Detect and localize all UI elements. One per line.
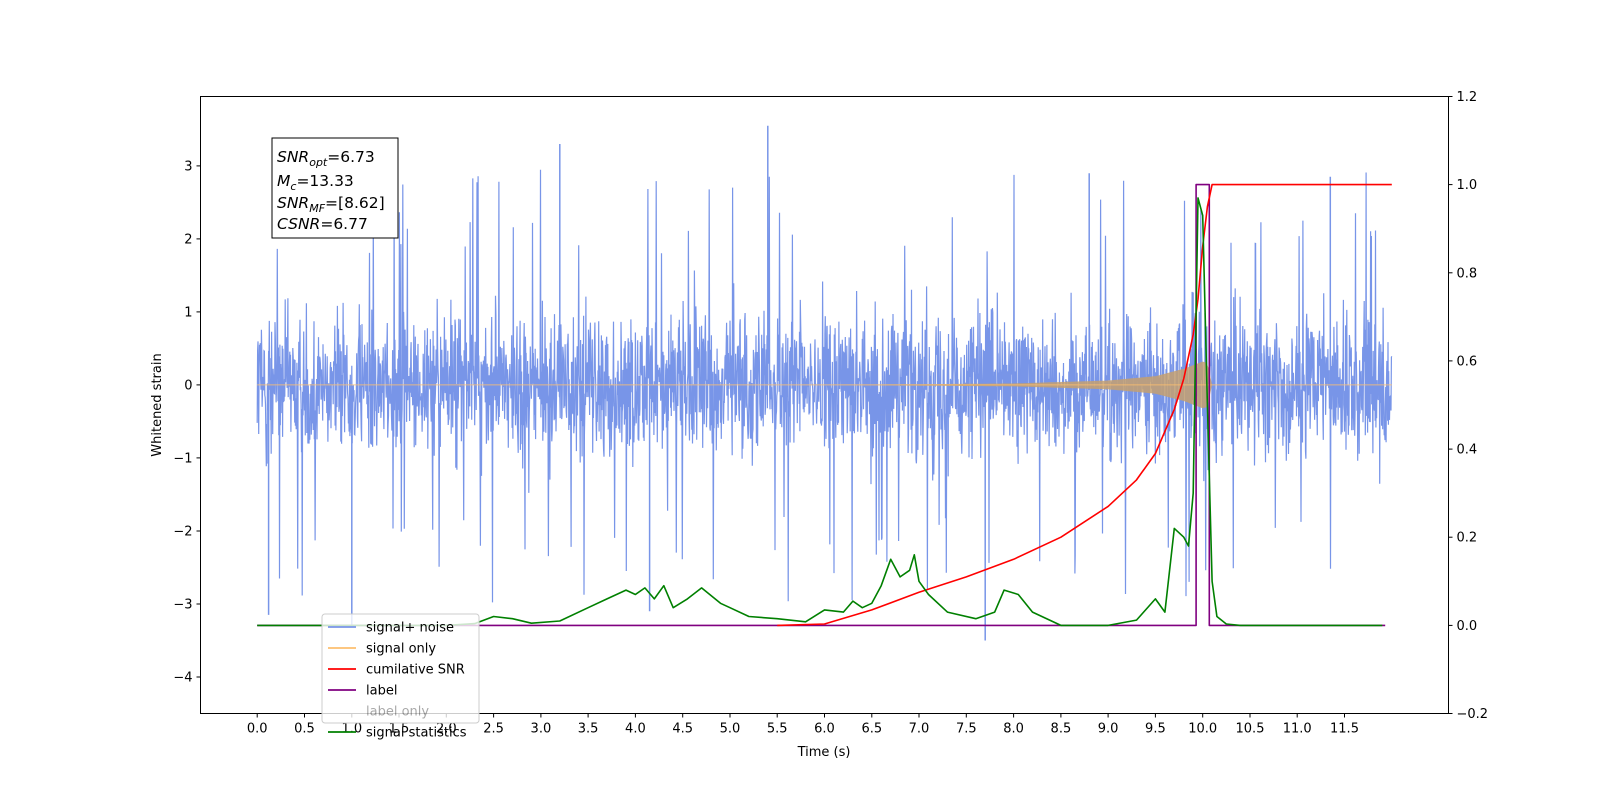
x-tick-label: 8.0 (1003, 722, 1024, 737)
x-tick-label: 6.0 (814, 722, 835, 737)
legend-label: label only (366, 705, 429, 720)
legend-label: signal+ noise (366, 621, 454, 636)
y-right-tick-label: −0.2 (1457, 707, 1489, 722)
x-tick-label: 10.0 (1188, 722, 1217, 737)
y-right-tick-label: 1.0 (1457, 178, 1478, 193)
y-axis-right: 1.2 1.0 0.8 0.6 0.4 0.2 0.0 −0.2 (1448, 90, 1489, 722)
x-tick-label: 5.0 (720, 722, 741, 737)
legend-frame (321, 613, 480, 724)
x-tick-label: 7.5 (956, 722, 977, 737)
legend-label: signal statistics (366, 726, 467, 741)
snr-mf-value: =[8.62] (325, 194, 385, 212)
x-tick-label: 1.0 (341, 722, 362, 737)
line-series-group (257, 183, 1392, 627)
y-right-tick-label: 0.8 (1457, 266, 1478, 281)
x-tick-label: 7.0 (909, 722, 930, 737)
snr-mf-symbol: SNR (277, 194, 309, 212)
y-right-tick-label: 0.2 (1457, 531, 1478, 546)
x-tick-label: 4.5 (672, 722, 693, 737)
mc-value: =13.33 (296, 172, 353, 190)
y-tick-label: 2 (184, 232, 192, 247)
y-tick-label: −4 (173, 671, 192, 686)
signal-only-series (257, 361, 1392, 409)
x-tick-label: 2.0 (436, 722, 457, 737)
x-tick-label: 9.5 (1145, 722, 1166, 737)
x-tick-label: 0.5 (294, 722, 315, 737)
x-tick-label: 3.5 (578, 722, 599, 737)
mc-subscript: c (290, 180, 296, 193)
mc-symbol: M (277, 172, 290, 190)
csnr-value: =6.77 (320, 215, 368, 233)
x-tick-label: 9.0 (1098, 722, 1119, 737)
signal-plus-noise-series (256, 125, 1393, 641)
x-tick-label: 3.0 (531, 722, 552, 737)
y-tick-label: 3 (184, 159, 192, 174)
x-tick-label: 6.5 (861, 722, 882, 737)
y-tick-label: −3 (173, 598, 192, 613)
y-axis-left: 3 2 1 0 −1 −2 −3 −4 (173, 159, 201, 686)
y-axis-label: Whitened strain (150, 353, 165, 456)
legend: signal+ noise signal only cumilative SNR la… (321, 613, 480, 741)
y-tick-label: 1 (184, 305, 192, 320)
legend-label: signal only (366, 642, 436, 657)
plot-area (256, 125, 1393, 641)
x-tick-label: 10.5 (1236, 722, 1265, 737)
legend-label: label (366, 684, 397, 699)
x-axis: 0.0 0.5 1.0 1.5 2.0 2.5 3.0 3.5 4.0 4.5 5.0 5.5 6.0 6… (247, 713, 1359, 737)
x-tick-label: 2.5 (483, 722, 504, 737)
snr-opt-symbol: SNR (277, 148, 309, 166)
annotation-snr-opt: SNRopt=6.73 (277, 148, 375, 169)
annotation-box: SNRopt=6.73 Mc=13.33 SNRMF=[8.62] CSNR=6… (271, 137, 399, 239)
x-tick-label: 4.0 (625, 722, 646, 737)
y-tick-label: 0 (184, 378, 192, 393)
x-tick-label: 11.5 (1330, 722, 1359, 737)
x-tick-label: 1.5 (389, 722, 410, 737)
x-tick-label: 5.5 (767, 722, 788, 737)
signal-plus-noise-line (256, 169, 1393, 603)
snr-mf-subscript: MF (309, 202, 325, 215)
x-tick-label: 0.0 (247, 722, 268, 737)
csnr-symbol: CSNR (277, 215, 320, 233)
x-tick-label: 8.5 (1051, 722, 1072, 737)
y-right-tick-label: 0.4 (1457, 443, 1478, 458)
y-tick-label: −1 (173, 451, 192, 466)
annotation-snr-mf: SNRMF=[8.62] (277, 194, 385, 215)
x-axis-label: Time (s) (797, 745, 851, 760)
snr-opt-subscript: opt (309, 156, 328, 169)
y-right-tick-label: 0.6 (1457, 354, 1478, 369)
annotation-frame (271, 137, 399, 239)
y-tick-label: −2 (173, 525, 192, 540)
snr-opt-value: =6.73 (327, 148, 375, 166)
annotation-mc: Mc=13.33 (277, 172, 354, 193)
annotation-csnr: CSNR=6.77 (277, 215, 368, 233)
y-right-tick-label: 1.2 (1457, 90, 1478, 105)
y-right-tick-label: 0.0 (1457, 619, 1478, 634)
x-tick-label: 11.0 (1283, 722, 1312, 737)
legend-label: cumilative SNR (366, 663, 465, 678)
signal-statistics-line (257, 197, 1383, 627)
